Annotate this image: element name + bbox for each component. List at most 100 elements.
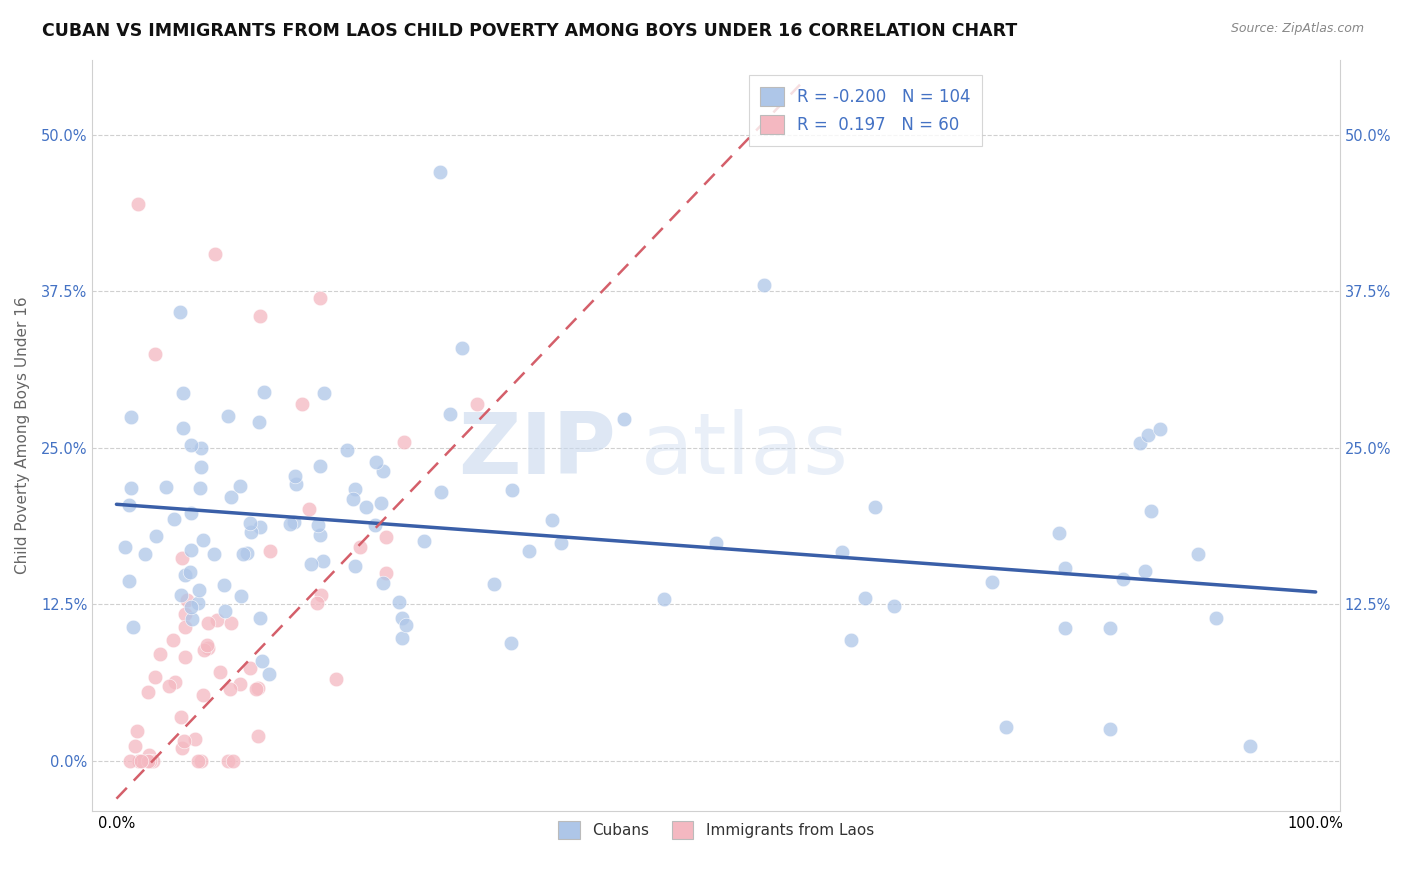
Point — [190, 459, 212, 474]
Point — [157, 679, 180, 693]
Point — [307, 518, 329, 533]
Point — [128, 754, 150, 768]
Point — [179, 566, 201, 580]
Text: CUBAN VS IMMIGRANTS FROM LAOS CHILD POVERTY AMONG BOYS UNDER 16 CORRELATION CHAR: CUBAN VS IMMIGRANTS FROM LAOS CHILD POVE… — [42, 22, 1018, 40]
Point — [228, 677, 250, 691]
Point — [309, 527, 332, 541]
Point — [191, 688, 214, 702]
Point — [180, 612, 202, 626]
Point — [550, 535, 572, 549]
Point — [305, 596, 328, 610]
Point — [1135, 564, 1157, 578]
Point — [174, 607, 197, 621]
Point — [375, 566, 398, 580]
Point — [229, 479, 252, 493]
Point — [222, 754, 245, 768]
Point — [1053, 561, 1076, 575]
Point — [195, 638, 218, 652]
Point — [174, 567, 197, 582]
Point — [1149, 422, 1171, 436]
Point — [180, 507, 202, 521]
Point — [138, 754, 160, 768]
Point — [450, 341, 472, 355]
Point — [197, 640, 219, 655]
Point — [312, 385, 335, 400]
Point — [118, 498, 141, 512]
Point — [370, 496, 392, 510]
Point — [239, 661, 262, 675]
Point — [301, 557, 323, 571]
Point — [114, 540, 136, 554]
Point — [752, 278, 775, 293]
Point — [180, 438, 202, 452]
Point — [883, 599, 905, 614]
Point — [134, 547, 156, 561]
Point — [291, 397, 314, 411]
Point — [430, 485, 453, 500]
Point — [1049, 525, 1071, 540]
Point — [163, 511, 186, 525]
Point — [231, 589, 253, 603]
Point — [205, 613, 228, 627]
Point — [541, 513, 564, 527]
Text: atlas: atlas — [641, 409, 849, 491]
Point — [283, 515, 305, 529]
Point — [841, 632, 863, 647]
Point — [169, 305, 191, 319]
Point — [278, 516, 301, 531]
Point — [204, 547, 226, 561]
Point — [173, 733, 195, 747]
Point — [465, 397, 488, 411]
Point — [247, 415, 270, 429]
Point — [217, 409, 239, 424]
Point — [118, 754, 141, 768]
Point — [128, 754, 150, 768]
Point — [1053, 621, 1076, 635]
Point — [413, 533, 436, 548]
Point — [190, 441, 212, 455]
Point — [138, 748, 160, 763]
Point — [499, 636, 522, 650]
Point — [138, 754, 160, 768]
Point — [139, 754, 162, 768]
Point — [309, 458, 332, 473]
Point — [392, 435, 415, 450]
Point — [180, 543, 202, 558]
Point — [143, 347, 166, 361]
Point — [259, 544, 281, 558]
Point — [343, 482, 366, 496]
Point — [187, 583, 209, 598]
Point — [187, 754, 209, 768]
Point — [247, 729, 270, 743]
Point — [309, 291, 332, 305]
Point — [325, 672, 347, 686]
Point — [439, 408, 461, 422]
Point — [162, 632, 184, 647]
Point — [236, 546, 259, 560]
Point — [284, 469, 307, 483]
Point — [1099, 621, 1122, 635]
Point — [174, 620, 197, 634]
Point — [366, 455, 388, 469]
Point — [343, 559, 366, 574]
Point — [391, 632, 413, 646]
Point — [394, 617, 416, 632]
Point — [298, 501, 321, 516]
Point — [1112, 572, 1135, 586]
Point — [136, 685, 159, 699]
Point — [706, 536, 728, 550]
Point — [865, 500, 887, 514]
Point — [253, 385, 276, 400]
Point — [170, 588, 193, 602]
Point — [191, 533, 214, 547]
Point — [188, 481, 211, 495]
Point — [129, 754, 152, 768]
Point — [373, 464, 395, 478]
Point — [172, 421, 194, 435]
Point — [145, 529, 167, 543]
Point — [387, 595, 409, 609]
Text: ZIP: ZIP — [458, 409, 616, 491]
Point — [197, 616, 219, 631]
Point — [1129, 435, 1152, 450]
Point — [1205, 611, 1227, 625]
